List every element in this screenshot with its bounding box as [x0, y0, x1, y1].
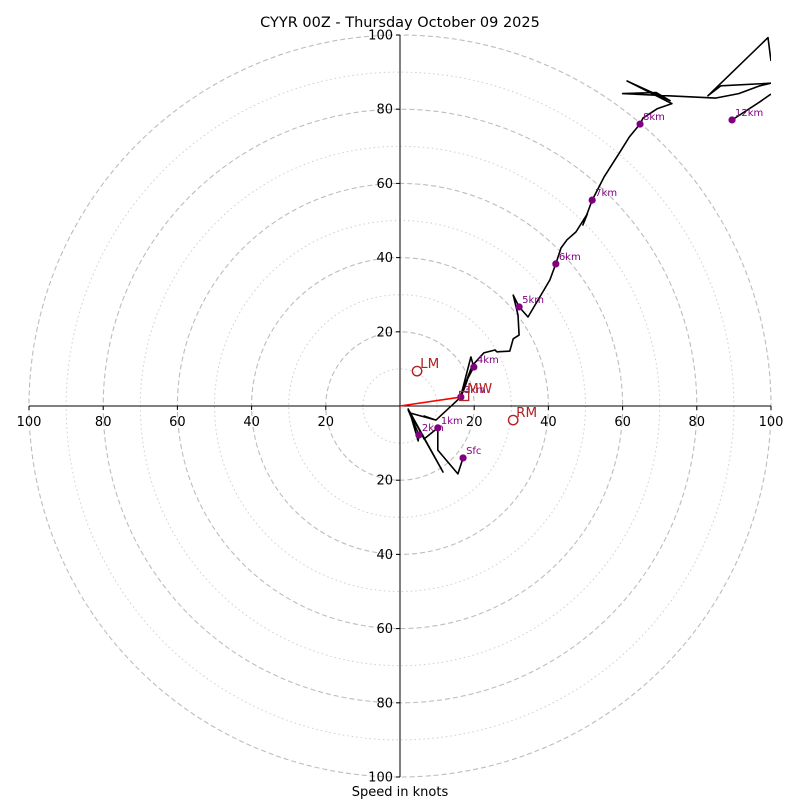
- y-tick-label: 80: [376, 103, 393, 118]
- height-marker-7km: [588, 196, 596, 204]
- x-axis-label: Speed in knots: [352, 785, 449, 800]
- y-tick-label: 40: [376, 548, 393, 563]
- height-label-1km: 1km: [441, 416, 463, 427]
- height-marker-6km: [552, 260, 560, 268]
- storm-motion-markers: LM RM MW: [411, 356, 537, 426]
- y-tick-label: 100: [368, 771, 393, 786]
- height-label-7km: 7km: [595, 188, 617, 199]
- height-label-8km: 8km: [643, 112, 665, 123]
- height-marker-1km: [434, 424, 442, 432]
- storm-label-MW: MW: [467, 381, 492, 397]
- height-marker-12km: [728, 116, 736, 124]
- hodograph-trace-line: [407, 36, 771, 475]
- x-tick-label: 80: [689, 415, 706, 430]
- y-tick-label: 20: [376, 325, 393, 340]
- x-tick-label: 40: [243, 415, 260, 430]
- height-label-Sfc: Sfc: [466, 446, 481, 457]
- tick-labels: 100 80 60 40 20 20 40 60 80 100 100 80 60 40 20 20 40 60 8…: [17, 29, 784, 786]
- storm-marker-RM: [507, 414, 519, 426]
- x-tick-label: 60: [169, 415, 186, 430]
- upper-trace-line: [731, 93, 771, 121]
- height-label-5km: 5km: [522, 295, 544, 306]
- height-label-12km: 12km: [735, 108, 763, 119]
- x-tick-label: 100: [17, 415, 42, 430]
- y-tick-label: 80: [376, 696, 393, 711]
- x-tick-label: 100: [759, 415, 784, 430]
- y-tick-label: 20: [376, 474, 393, 489]
- x-tick-label: 60: [614, 415, 631, 430]
- y-tick-label: 60: [376, 177, 393, 192]
- x-tick-label: 20: [318, 415, 335, 430]
- height-marker-5km: [515, 303, 523, 311]
- storm-marker-LM: [411, 365, 423, 377]
- storm-marker-MW: [459, 390, 470, 402]
- hodograph-traces: [407, 36, 771, 475]
- shear-vector-line: [399, 396, 461, 407]
- y-tick-label: 40: [376, 251, 393, 266]
- height-marker-2km: [415, 431, 423, 439]
- height-label-2km: 2km: [422, 423, 444, 434]
- y-tick-label: 60: [376, 622, 393, 637]
- height-label-6km: 6km: [559, 252, 581, 263]
- height-label-3km: 3km: [464, 385, 486, 396]
- x-tick-label: 40: [540, 415, 557, 430]
- y-tick-label: 100: [368, 29, 393, 44]
- height-marker-8km: [636, 120, 644, 128]
- storm-label-LM: LM: [420, 356, 439, 372]
- chart-title: CYYR 00Z - Thursday October 09 2025: [260, 15, 540, 31]
- x-tick-label: 20: [466, 415, 483, 430]
- height-label-4km: 4km: [477, 355, 499, 366]
- x-tick-label: 80: [95, 415, 112, 430]
- height-marker-Sfc: [459, 454, 467, 462]
- shear-vector: [399, 396, 461, 407]
- storm-label-RM: RM: [516, 405, 537, 421]
- height-marker-4km: [470, 363, 478, 371]
